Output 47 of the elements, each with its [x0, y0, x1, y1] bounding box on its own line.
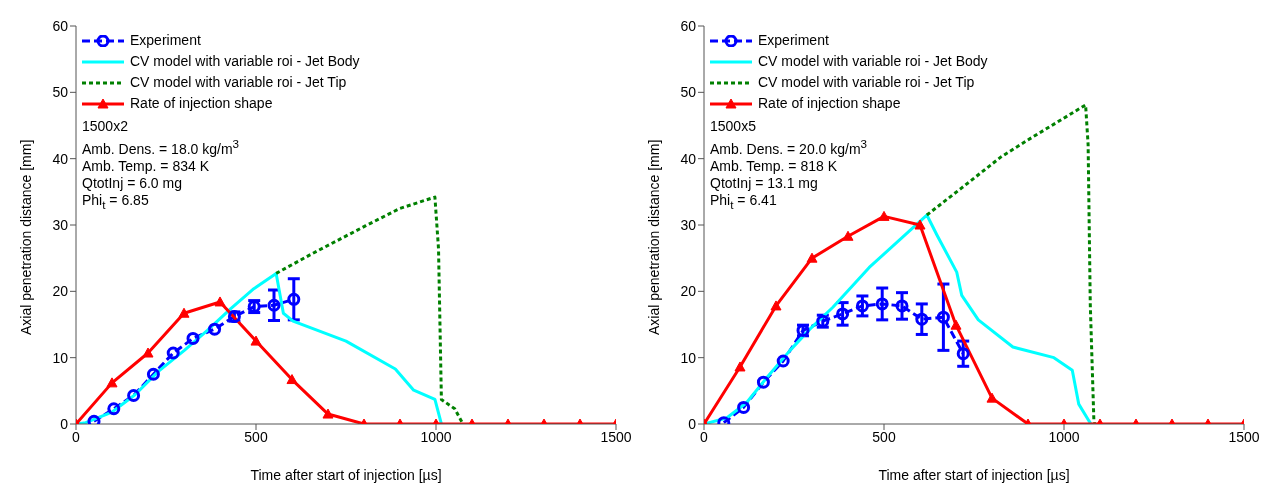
legend-label: CV model with variable roi - Jet Body — [757, 52, 988, 71]
x-tick-label: 1500 — [1228, 428, 1260, 445]
annotation: 1500x2 — [82, 118, 129, 135]
x-tick-label: 1000 — [1048, 428, 1080, 445]
line-series — [925, 103, 1097, 424]
y-tick-label: 60 — [52, 17, 69, 34]
annotation: Amb. Dens. = 18.0 kg/m$^{3}$ — [82, 136, 240, 158]
y-tick-label: 20 — [680, 283, 697, 300]
x-tick-label: 1000 — [420, 428, 452, 445]
y-axis-title: Axial penetration distance [mm] — [17, 139, 34, 335]
y-tick-label: 30 — [52, 216, 69, 233]
legend-label: CV model with variable roi - Jet Tip — [129, 73, 348, 92]
annotation: Phi$_{t}$ = 6.85 — [82, 191, 150, 213]
x-tick-label: 500 — [872, 428, 896, 445]
line-series — [704, 213, 1093, 424]
y-axis-title: Axial penetration distance [mm] — [645, 139, 662, 335]
legend-label: Experiment — [129, 31, 202, 50]
y-tick-label: 10 — [680, 349, 697, 366]
x-axis-title: Time after start of injection [µs] — [878, 467, 1070, 483]
legend-label: Rate of injection shape — [129, 94, 274, 113]
annotation: Phi$_{t}$ = 6.41 — [710, 191, 778, 213]
legend-label: Experiment — [757, 31, 830, 50]
annotation: 1500x5 — [710, 118, 757, 135]
annotation: Amb. Temp. = 834 K — [82, 157, 210, 175]
y-tick-label: 0 — [688, 415, 697, 432]
annotation: QtotInj = 6.0 mg — [82, 174, 183, 192]
y-tick-label: 20 — [52, 283, 69, 300]
legend-label: CV model with variable roi - Jet Body — [129, 52, 360, 71]
y-tick-label: 50 — [52, 84, 69, 101]
annotation: Amb. Dens. = 20.0 kg/m$^{3}$ — [710, 136, 868, 158]
y-tick-label: 50 — [680, 84, 697, 101]
x-tick-label: 1500 — [600, 428, 632, 445]
x-tick-label: 0 — [700, 428, 709, 445]
annotation: QtotInj = 13.1 mg — [710, 174, 819, 192]
y-tick-label: 60 — [680, 17, 697, 34]
y-tick-label: 0 — [60, 415, 69, 432]
y-tick-label: 10 — [52, 349, 69, 366]
line-series — [274, 195, 465, 424]
y-tick-label: 30 — [680, 216, 697, 233]
y-tick-label: 40 — [680, 150, 697, 167]
legend-label: Rate of injection shape — [757, 94, 902, 113]
x-tick-label: 0 — [72, 428, 81, 445]
y-tick-label: 40 — [52, 150, 69, 167]
x-axis-title: Time after start of injection [µs] — [250, 467, 442, 483]
annotation: Amb. Temp. = 818 K — [710, 157, 838, 175]
x-tick-label: 500 — [244, 428, 268, 445]
legend-label: CV model with variable roi - Jet Tip — [757, 73, 976, 92]
